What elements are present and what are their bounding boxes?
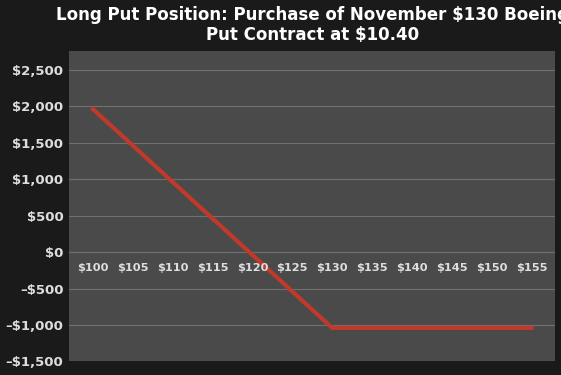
Text: $130: $130	[316, 263, 348, 273]
Text: $120: $120	[237, 263, 268, 273]
Text: $110: $110	[157, 263, 188, 273]
Title: Long Put Position: Purchase of November $130 Boeing
Put Contract at $10.40: Long Put Position: Purchase of November …	[56, 6, 561, 44]
Text: $105: $105	[117, 263, 149, 273]
Text: $135: $135	[356, 263, 388, 273]
Text: $155: $155	[516, 263, 548, 273]
Text: $125: $125	[277, 263, 308, 273]
Text: $115: $115	[197, 263, 228, 273]
Text: $140: $140	[396, 263, 427, 273]
Text: $100: $100	[77, 263, 109, 273]
Text: $145: $145	[436, 263, 467, 273]
Text: $150: $150	[476, 263, 507, 273]
